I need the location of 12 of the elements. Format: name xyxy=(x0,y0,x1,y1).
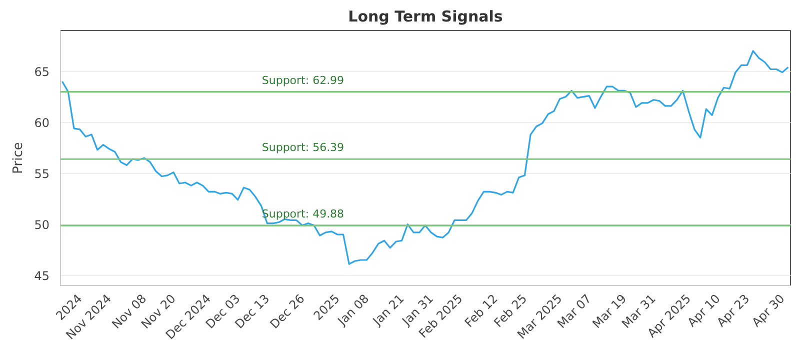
y-tick-label: 50 xyxy=(34,218,50,232)
y-axis-title: Price xyxy=(11,142,26,174)
y-tick-label: 65 xyxy=(34,64,50,79)
chart-title: Long Term Signals xyxy=(348,8,503,26)
x-tick-label: Dec 26 xyxy=(267,292,308,332)
x-tick-label: Apr 30 xyxy=(749,292,788,330)
line-series xyxy=(61,50,789,265)
ref-line-label: Support: 56.39 xyxy=(262,141,344,154)
ref-line-label: Support: 62.99 xyxy=(262,74,344,87)
y-tick-label: 55 xyxy=(34,166,50,181)
y-tick-label: 60 xyxy=(34,116,50,130)
y-tick-label: 45 xyxy=(34,268,50,283)
